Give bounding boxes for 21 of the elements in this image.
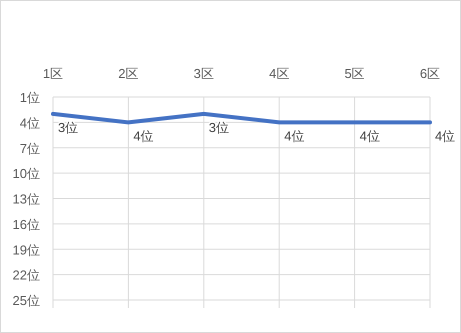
y-tick-label: 7位 [20, 140, 40, 156]
data-label: 4位 [133, 128, 154, 144]
y-tick-label: 22位 [12, 268, 40, 283]
data-label: 3位 [58, 120, 78, 135]
y-tick-label: 13位 [12, 192, 40, 206]
y-tick-label: 10位 [12, 166, 40, 182]
x-tick-label: 2区 [118, 66, 139, 81]
y-tick-label: 1位 [20, 90, 40, 105]
y-tick-label: 4位 [20, 115, 40, 130]
data-label: 4位 [435, 128, 456, 144]
x-tick-label: 6区 [420, 66, 440, 81]
x-tick-label: 1区 [42, 66, 64, 81]
data-label: 4位 [360, 128, 380, 144]
x-tick-label: 4区 [269, 66, 290, 81]
y-tick-label: 16位 [12, 216, 40, 232]
x-tick-label: 3区 [194, 66, 214, 81]
y-tick-label: 25位 [12, 293, 40, 308]
data-label: 4位 [284, 128, 304, 144]
data-label: 3位 [208, 120, 230, 135]
x-tick-label: 5区 [344, 66, 365, 81]
y-tick-label: 19位 [12, 242, 40, 258]
